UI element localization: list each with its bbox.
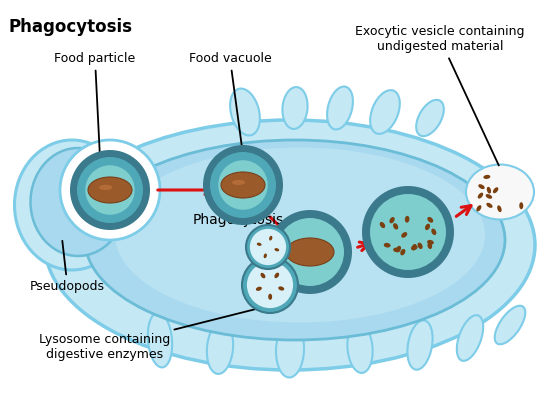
Ellipse shape	[218, 160, 268, 210]
Ellipse shape	[278, 287, 284, 291]
Ellipse shape	[207, 322, 233, 374]
Ellipse shape	[232, 180, 245, 185]
Ellipse shape	[431, 228, 436, 235]
Text: Phagocytosis: Phagocytosis	[8, 18, 132, 36]
Ellipse shape	[77, 157, 143, 223]
Ellipse shape	[286, 238, 334, 266]
Ellipse shape	[497, 205, 502, 212]
Ellipse shape	[425, 224, 430, 230]
Ellipse shape	[268, 210, 352, 294]
Ellipse shape	[210, 152, 276, 218]
Ellipse shape	[487, 187, 491, 193]
Ellipse shape	[389, 217, 395, 223]
Ellipse shape	[411, 245, 417, 250]
Ellipse shape	[457, 315, 483, 361]
Ellipse shape	[247, 262, 293, 308]
Ellipse shape	[85, 165, 135, 215]
Text: Phagocytosis: Phagocytosis	[192, 213, 284, 227]
Ellipse shape	[476, 205, 481, 211]
Ellipse shape	[221, 172, 265, 198]
Ellipse shape	[466, 164, 534, 220]
Ellipse shape	[88, 177, 132, 203]
Ellipse shape	[486, 194, 492, 199]
Ellipse shape	[115, 148, 485, 322]
Ellipse shape	[416, 100, 444, 136]
Ellipse shape	[519, 202, 523, 209]
Ellipse shape	[14, 140, 129, 270]
Ellipse shape	[393, 248, 400, 252]
Ellipse shape	[268, 294, 272, 300]
Ellipse shape	[274, 248, 279, 252]
Ellipse shape	[478, 184, 485, 189]
Text: Food particle: Food particle	[54, 52, 136, 155]
Ellipse shape	[203, 145, 283, 225]
Ellipse shape	[60, 140, 160, 240]
Ellipse shape	[402, 232, 407, 238]
Ellipse shape	[384, 243, 390, 248]
Ellipse shape	[393, 223, 398, 230]
Ellipse shape	[400, 249, 405, 256]
Ellipse shape	[45, 120, 535, 370]
Ellipse shape	[230, 88, 260, 135]
Ellipse shape	[362, 186, 454, 278]
Ellipse shape	[148, 312, 172, 367]
Ellipse shape	[276, 322, 304, 377]
Ellipse shape	[250, 229, 286, 265]
Text: Pseudopods: Pseudopods	[30, 241, 105, 293]
Ellipse shape	[70, 150, 150, 230]
Ellipse shape	[85, 140, 505, 340]
Ellipse shape	[282, 87, 307, 129]
Ellipse shape	[30, 148, 125, 256]
Ellipse shape	[427, 240, 434, 245]
Ellipse shape	[246, 225, 290, 269]
Ellipse shape	[379, 222, 385, 228]
Ellipse shape	[396, 246, 401, 252]
Ellipse shape	[408, 320, 433, 370]
Text: Exocytic vesicle containing
undigested material: Exocytic vesicle containing undigested m…	[355, 25, 525, 166]
Ellipse shape	[405, 216, 409, 223]
Ellipse shape	[494, 306, 525, 344]
Ellipse shape	[348, 323, 373, 373]
Ellipse shape	[256, 287, 262, 291]
Ellipse shape	[263, 254, 267, 258]
Ellipse shape	[276, 218, 344, 286]
Ellipse shape	[493, 187, 498, 193]
Ellipse shape	[411, 244, 417, 250]
Ellipse shape	[427, 217, 433, 223]
Ellipse shape	[257, 243, 262, 246]
Ellipse shape	[417, 243, 422, 249]
Ellipse shape	[327, 86, 353, 129]
Ellipse shape	[274, 273, 279, 278]
Text: Lysosome containing
digestive enzymes: Lysosome containing digestive enzymes	[40, 309, 257, 361]
Ellipse shape	[478, 193, 483, 199]
Ellipse shape	[269, 236, 272, 240]
Ellipse shape	[427, 242, 432, 249]
Text: Food vacuole: Food vacuole	[189, 52, 271, 152]
Ellipse shape	[370, 194, 446, 270]
Ellipse shape	[483, 175, 491, 179]
Ellipse shape	[99, 185, 112, 190]
Ellipse shape	[242, 257, 298, 313]
Ellipse shape	[486, 203, 493, 208]
Ellipse shape	[261, 273, 266, 278]
Ellipse shape	[370, 90, 400, 134]
